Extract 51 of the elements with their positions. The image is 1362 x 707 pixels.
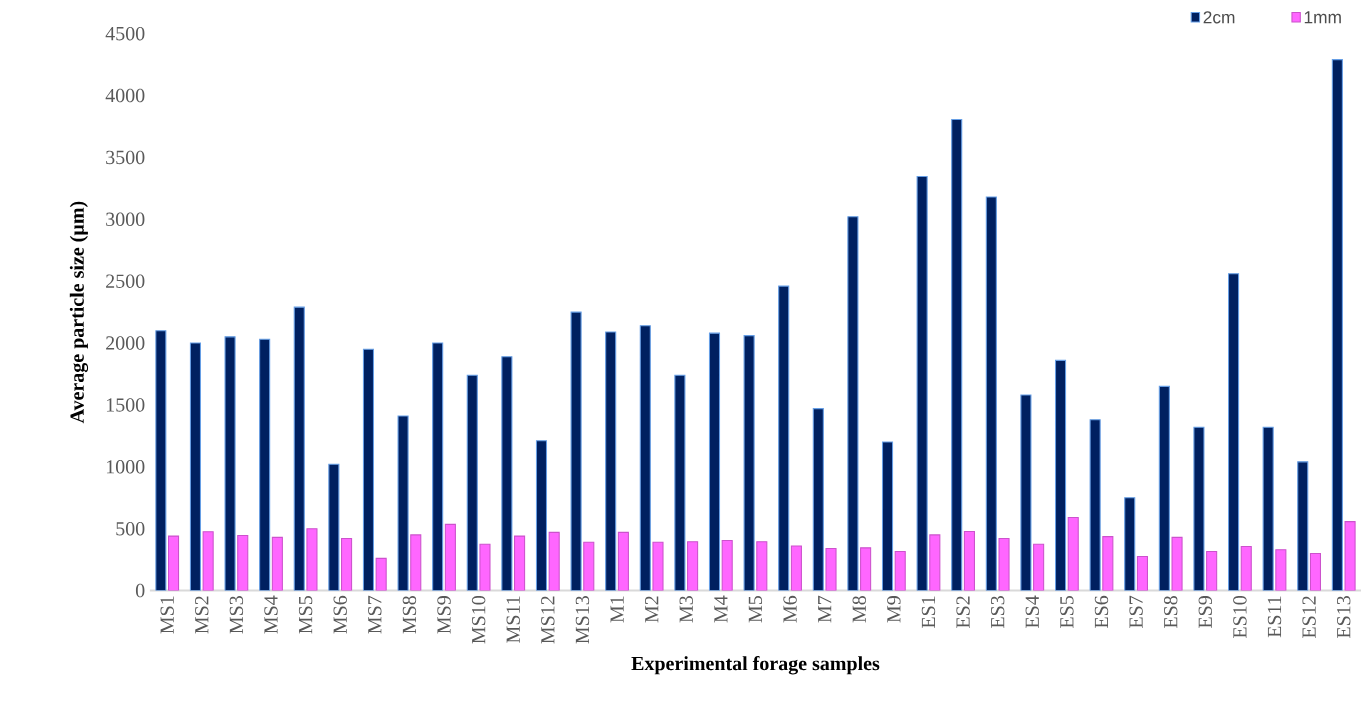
x-tick-label: M2	[645, 596, 659, 623]
x-tick-label: ES6	[1094, 595, 1109, 628]
x-tick-label: MS3	[229, 595, 244, 634]
x-tick-label: M3	[679, 595, 693, 623]
x-tick-label: ES4	[1025, 595, 1039, 628]
x-tick-label: M9	[887, 595, 901, 623]
x-axis-title: Experimental forage samples	[631, 655, 880, 675]
y-tick-label: 3000	[106, 212, 145, 226]
x-tick-label: MS10	[471, 595, 486, 644]
x-tick-label: M4	[714, 595, 728, 623]
y-axis-title: Average particle size (µm)	[69, 201, 89, 423]
x-tick-label: MS2	[195, 596, 209, 634]
x-tick-label: ES11	[1267, 596, 1282, 638]
y-tick-label: 1000	[106, 459, 145, 474]
y-tick-label: 500	[116, 521, 145, 536]
x-tick-label: MS7	[368, 595, 382, 634]
x-tick-label: MS13	[575, 595, 590, 644]
x-tick-label: ES7	[1129, 595, 1143, 628]
x-tick-label: MS9	[437, 595, 451, 634]
y-tick-label: 4000	[105, 88, 145, 103]
x-tick-label: ES10	[1233, 595, 1247, 638]
x-tick-label: M6	[783, 595, 797, 623]
x-tick-label: MS4	[264, 595, 278, 634]
x-tick-label: ES3	[990, 595, 1005, 628]
y-tick-label: 3500	[106, 150, 145, 164]
x-tick-label: ES1	[921, 596, 936, 628]
x-tick-label: ES2	[956, 596, 970, 628]
x-tick-label: MS1	[160, 596, 174, 634]
y-tick-label: 0	[135, 583, 145, 598]
legend-label: 1mm	[1304, 11, 1341, 23]
y-tick-label: 2500	[106, 274, 145, 288]
x-tick-label: MS6	[333, 595, 347, 634]
x-tick-label: M5	[748, 595, 763, 623]
y-tick-label: 2000	[106, 336, 145, 350]
y-tick-label: 1500	[106, 397, 145, 412]
x-tick-label: MS12	[541, 596, 555, 644]
bar	[1331, 58, 1343, 591]
x-tick-label: ES8	[1163, 595, 1178, 628]
x-tick-label: MS8	[402, 595, 417, 634]
x-tick-label: ES5	[1060, 595, 1074, 628]
bar	[951, 118, 963, 591]
x-tick-label: MS11	[506, 596, 520, 643]
legend-label: 2cm	[1203, 10, 1235, 24]
x-tick-label: MS5	[298, 595, 313, 634]
y-tick-label: 4500	[105, 26, 145, 41]
x-tick-label: ES12	[1302, 596, 1316, 638]
x-tick-label: M8	[852, 595, 866, 623]
x-tick-label: ES13	[1337, 595, 1351, 638]
x-tick-label: ES9	[1198, 595, 1212, 628]
x-tick-label: M1	[610, 596, 624, 623]
x-tick-label: M7	[818, 595, 832, 623]
